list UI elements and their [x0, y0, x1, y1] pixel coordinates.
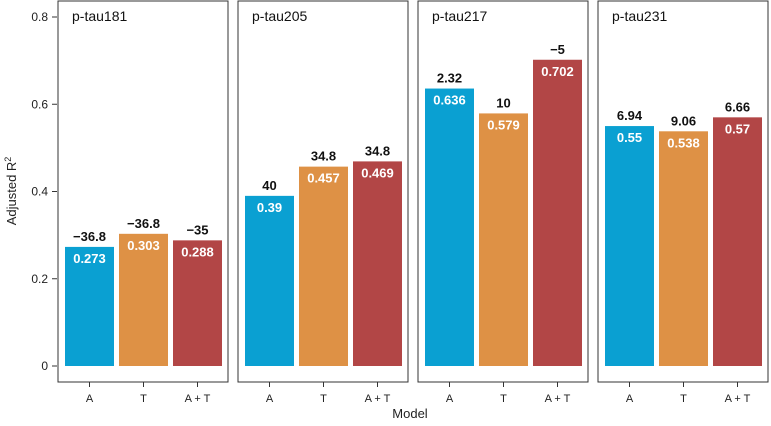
- x-tick-label: A: [86, 393, 94, 405]
- bar-value-label: 0.457: [307, 171, 340, 186]
- bar-a: [425, 88, 474, 367]
- x-tick-label: T: [500, 393, 507, 405]
- bar-value-label: 0.55: [617, 130, 642, 145]
- panel-p-tau205: p-tau205 0.39 40 A 0.457 34.8 T 0.469 34.8 A + T: [237, 0, 409, 405]
- bar-a: [245, 195, 294, 366]
- y-tick-label: 0.8: [31, 10, 48, 24]
- bar-value-label: 0.469: [361, 165, 394, 180]
- y-tick-label: 0.6: [31, 97, 48, 111]
- bar-at: [713, 117, 762, 367]
- bar-top-label: 34.8: [311, 149, 336, 164]
- panel-p-tau181: p-tau181 0.273 −36.8 A 0.303 −36.8 T 0.288 −35 A …: [57, 0, 229, 405]
- bar-at: [353, 161, 402, 366]
- y-tick-label: 0: [41, 359, 48, 373]
- x-tick-label: A + T: [185, 393, 211, 405]
- bar-top-label: 10: [496, 95, 510, 110]
- x-tick-label: T: [140, 393, 147, 405]
- bar-a: [65, 246, 114, 366]
- x-tick-label: A: [266, 393, 274, 405]
- bar-top-label: −36.8: [127, 216, 160, 231]
- bar-value-label: 0.579: [487, 117, 520, 132]
- bar-at: [173, 240, 222, 366]
- x-tick-label: A: [446, 393, 454, 405]
- bar-top-label: −5: [550, 42, 565, 57]
- bar-a: [605, 126, 654, 366]
- panel-p-tau217: p-tau217 0.636 2.32 A 0.579 10 T 0.702 −5 A + T: [417, 0, 589, 405]
- x-tick-label: T: [680, 393, 687, 405]
- bar-value-label: 0.273: [73, 251, 106, 266]
- bar-value-label: 0.39: [257, 200, 282, 215]
- x-tick-label: A: [626, 393, 634, 405]
- x-tick-label: A + T: [725, 393, 751, 405]
- bar-top-label: 40: [262, 178, 276, 193]
- bar-t: [299, 166, 348, 366]
- panel-title: p-tau217: [432, 8, 487, 24]
- x-tick-label: A + T: [365, 393, 391, 405]
- bar-top-label: 9.06: [671, 113, 696, 128]
- bar-top-label: −35: [186, 222, 208, 237]
- panel-title: p-tau181: [72, 8, 127, 24]
- bar-value-label: 0.636: [433, 93, 466, 108]
- bar-t: [119, 233, 168, 366]
- y-axis-label-text: Adjusted R: [4, 162, 19, 226]
- bar-top-label: 6.66: [725, 99, 750, 114]
- y-axis-label-superscript: 2: [3, 157, 13, 162]
- panel-p-tau231: p-tau231 0.55 6.94 A 0.538 9.06 T 0.57 6.66 A + T: [597, 0, 769, 405]
- bar-t: [479, 113, 528, 366]
- panel-title: p-tau205: [252, 8, 307, 24]
- panel-title: p-tau231: [612, 8, 667, 24]
- bar-top-label: −36.8: [73, 229, 106, 244]
- bar-value-label: 0.288: [181, 244, 214, 259]
- y-tick-label: 0.4: [31, 185, 48, 199]
- x-axis-label: Model: [392, 406, 428, 421]
- bar-t: [659, 131, 708, 366]
- bar-value-label: 0.702: [541, 64, 574, 79]
- y-axis-label: Adjusted R2: [3, 157, 19, 226]
- bar-value-label: 0.57: [725, 121, 750, 136]
- bar-top-label: 2.32: [437, 71, 462, 86]
- bar-value-label: 0.303: [127, 238, 160, 253]
- panels: p-tau181 0.273 −36.8 A 0.303 −36.8 T 0.288 −35 A …: [57, 0, 769, 405]
- y-axis: 0 0.2 0.4 0.6 0.8: [31, 10, 57, 373]
- x-tick-label: A + T: [545, 393, 571, 405]
- x-tick-label: T: [320, 393, 327, 405]
- bar-top-label: 34.8: [365, 143, 390, 158]
- y-tick-label: 0.2: [31, 272, 48, 286]
- bar-top-label: 6.94: [617, 108, 643, 123]
- bar-value-label: 0.538: [667, 135, 700, 150]
- bar-at: [533, 59, 582, 366]
